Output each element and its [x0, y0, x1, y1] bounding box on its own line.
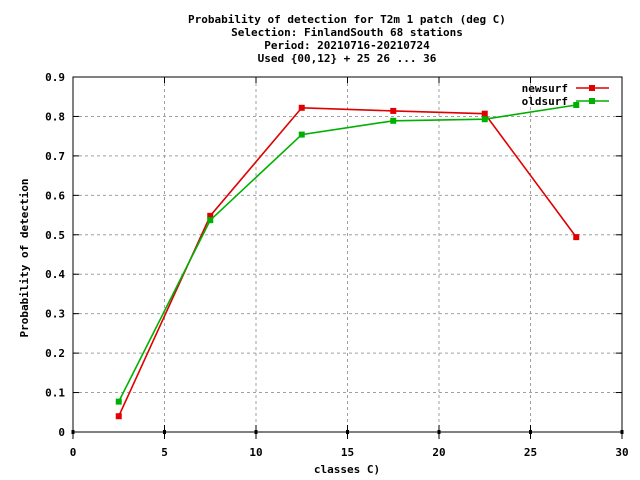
y-tick-label: 0.5 — [45, 229, 65, 242]
data-point-oldsurf — [298, 131, 305, 138]
count-marker-dot — [529, 430, 532, 434]
chart-title-line-2: Selection: FinlandSouth 68 stations — [231, 26, 463, 39]
data-point-oldsurf — [481, 116, 488, 123]
series-line-oldsurf — [118, 104, 577, 402]
grid — [73, 77, 622, 432]
legend-marker-oldsurf — [589, 98, 595, 104]
count-marker-dot — [71, 430, 75, 434]
y-tick-label: 0.2 — [45, 347, 65, 360]
y-tick-label: 0.6 — [45, 189, 65, 202]
y-tick-label: 0 — [58, 426, 65, 439]
x-tick-label: 25 — [524, 446, 537, 459]
data-point-newsurf — [207, 212, 214, 219]
chart-title-line-1: Probability of detection for T2m 1 patch… — [188, 13, 506, 26]
data-point-newsurf — [298, 104, 305, 111]
y-tick-label: 0.7 — [45, 150, 65, 163]
y-tick-label: 0.8 — [45, 110, 65, 123]
x-axis-label: classes C) — [314, 463, 380, 476]
x-tick-label: 5 — [161, 446, 168, 459]
data-point-newsurf — [115, 413, 122, 420]
y-axis-label: Probability of detection — [18, 179, 31, 338]
legend-marker-newsurf — [589, 85, 595, 91]
data-point-newsurf — [481, 110, 488, 117]
count-marker-dot — [163, 430, 166, 434]
count-marker-dot — [620, 430, 624, 434]
count-marker-dot — [254, 430, 258, 434]
series-layer — [115, 102, 580, 420]
y-tick-label: 0.3 — [45, 308, 65, 321]
count-marker-dot — [346, 430, 349, 434]
legend-label-newsurf: newsurf — [522, 82, 568, 95]
x-tick-label: 10 — [249, 446, 262, 459]
count-marker-dot — [437, 430, 441, 434]
legend-label-oldsurf: oldsurf — [522, 95, 568, 108]
series-oldsurf — [115, 102, 580, 405]
data-point-newsurf — [573, 234, 580, 241]
legend: newsurf oldsurf — [522, 82, 609, 108]
x-tick-label: 0 — [70, 446, 77, 459]
x-tick-label: 20 — [432, 446, 445, 459]
x-tick-label: 30 — [615, 446, 628, 459]
count-markers — [71, 425, 624, 439]
data-point-oldsurf — [115, 398, 122, 405]
y-tick-label: 0.4 — [45, 268, 65, 281]
chart-title-line-3: Period: 20210716-20210724 — [264, 39, 430, 52]
data-point-oldsurf — [390, 117, 397, 124]
data-point-oldsurf — [573, 102, 580, 109]
chart-title-line-4: Used {00,12} + 25 26 ... 36 — [258, 52, 437, 65]
data-point-oldsurf — [207, 217, 214, 224]
x-tick-label: 15 — [341, 446, 354, 459]
series-line-newsurf — [118, 106, 577, 417]
y-tick-label: 0.9 — [45, 71, 65, 84]
data-point-newsurf — [390, 107, 397, 114]
tick-labels: 0 0.1 0.2 0.3 0.4 0.5 0.6 0.7 0.8 0.9 0 5 10 15 20 25 30 — [45, 71, 629, 459]
y-tick-label: 0.1 — [45, 387, 65, 400]
